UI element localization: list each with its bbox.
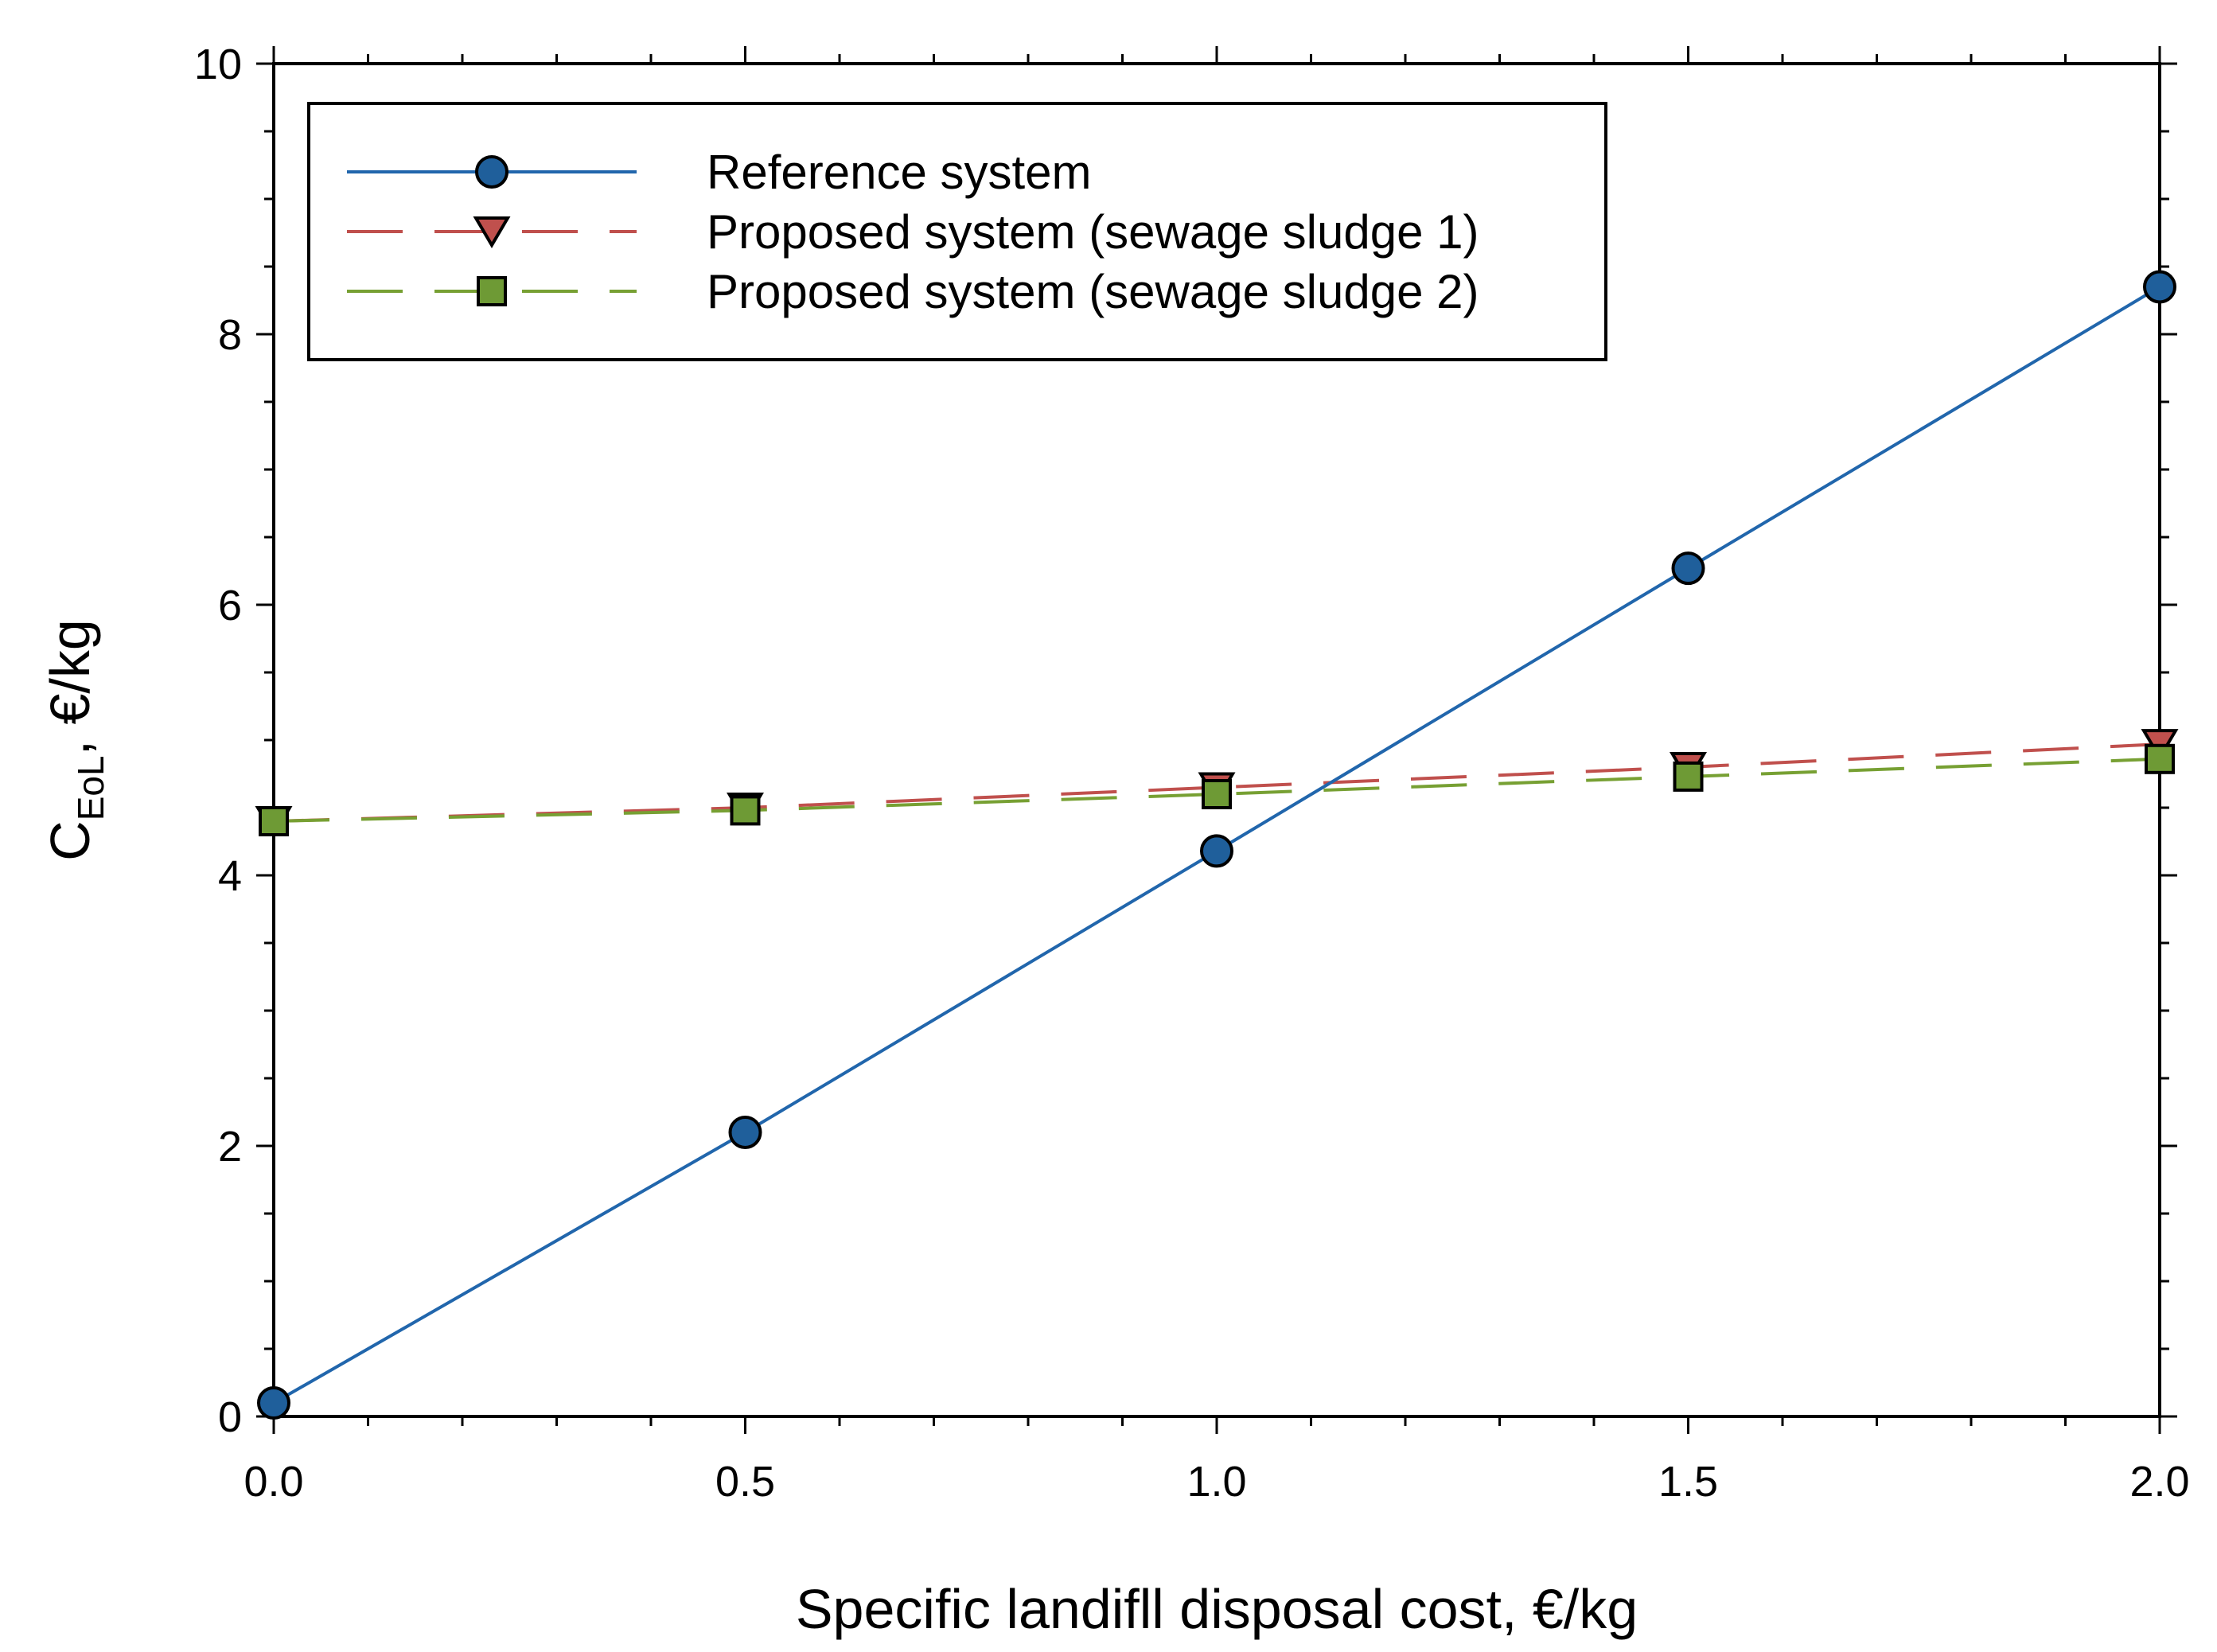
y-axis-title: CEoL, €/kg	[39, 619, 111, 861]
data-point	[730, 795, 761, 826]
data-point	[2143, 270, 2176, 304]
data-point	[1671, 551, 1705, 586]
data-point	[1202, 779, 1232, 809]
data-point	[2145, 743, 2175, 774]
legend-label: Proposed system (sewage sludge 2)	[707, 265, 1479, 318]
x-tick-label: 2.0	[2129, 1458, 2189, 1506]
y-tick-label: 4	[218, 852, 242, 900]
data-point	[257, 1386, 290, 1420]
y-axis-title-unit: , €/kg	[39, 619, 101, 755]
y-tick-label: 2	[218, 1123, 242, 1171]
x-axis-title: Specific landifll disposal cost, €/kg	[796, 1578, 1638, 1640]
legend-item-1: Reference system	[347, 146, 1092, 199]
legend-item-3: Proposed system (sewage sludge 2)	[347, 265, 1479, 318]
series-line	[273, 757, 2161, 823]
legend-marker	[473, 216, 511, 248]
series-layer	[255, 270, 2179, 1420]
legend-item-2: Proposed system (sewage sludge 1)	[347, 205, 1479, 259]
series-3	[259, 743, 2175, 836]
x-tick-label: 0.0	[244, 1458, 303, 1506]
legend-items: Reference system Proposed system (sewage …	[347, 146, 1479, 318]
legend: Reference system Proposed system (sewage …	[307, 102, 1607, 361]
series-1	[257, 270, 2176, 1420]
data-point	[1200, 834, 1233, 868]
data-point	[259, 806, 289, 836]
y-axis-title-main: C	[39, 820, 101, 861]
legend-label: Reference system	[707, 146, 1092, 199]
x-tick-label: 1.5	[1658, 1458, 1718, 1506]
y-axis-title-sub: EoL	[70, 755, 111, 820]
legend-marker	[477, 276, 507, 306]
data-point	[1673, 761, 1704, 792]
y-tick-label: 0	[218, 1393, 242, 1441]
y-tick-label: 8	[218, 311, 242, 359]
legend-label: Proposed system (sewage sludge 1)	[707, 205, 1479, 259]
y-tick-label: 10	[194, 41, 242, 88]
y-tick-label: 6	[218, 582, 242, 629]
legend-marker	[475, 155, 508, 189]
x-tick-label: 1.0	[1186, 1458, 1246, 1506]
data-point	[728, 1116, 762, 1149]
x-tick-label: 0.5	[715, 1458, 775, 1506]
series-line	[273, 742, 2161, 823]
